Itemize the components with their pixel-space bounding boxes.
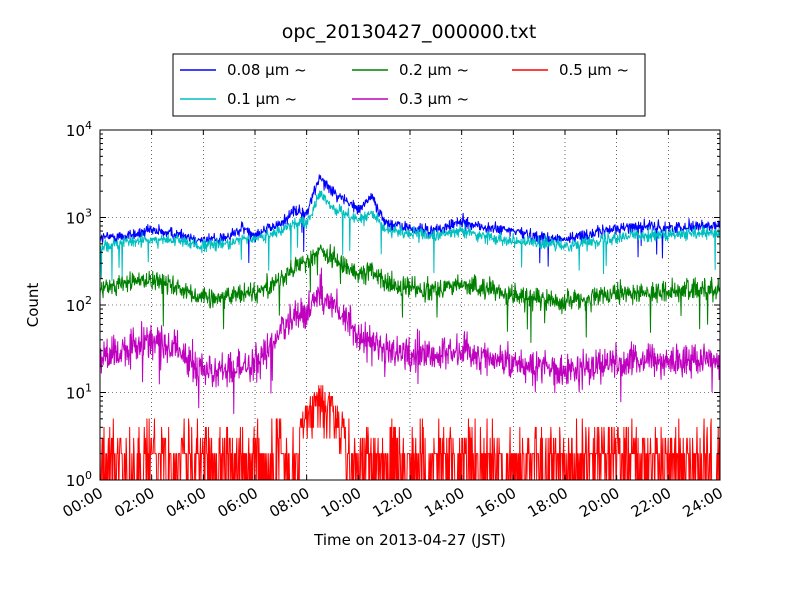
legend-label: 0.2 μm ~ bbox=[399, 61, 469, 79]
x-tick-label: 14:00 bbox=[421, 484, 467, 521]
legend-label: 0.3 μm ~ bbox=[399, 90, 469, 108]
series-group bbox=[100, 174, 720, 480]
y-tick-label: 104 bbox=[66, 119, 92, 140]
legend-label: 0.08 μm ~ bbox=[227, 61, 307, 79]
series-line bbox=[100, 174, 720, 267]
y-tick-labels: 100 101 102 103 104 bbox=[66, 119, 92, 490]
y-tick-label: 100 bbox=[66, 469, 92, 490]
x-tick-label: 12:00 bbox=[370, 484, 416, 521]
x-tick-label: 06:00 bbox=[215, 484, 261, 521]
legend: 0.08 μm ~ 0.1 μm ~ 0.2 μm ~ 0.3 μm ~ 0.5 μm … bbox=[172, 53, 646, 117]
x-tick-label: 22:00 bbox=[628, 484, 674, 521]
series-line bbox=[100, 190, 720, 281]
y-axis-label: Count bbox=[24, 283, 42, 328]
x-axis-label: Time on 2013-04-27 (JST) bbox=[313, 531, 506, 549]
legend-entries: 0.08 μm ~ 0.1 μm ~ 0.2 μm ~ 0.3 μm ~ 0.5 μm … bbox=[180, 61, 629, 108]
x-tick-label: 20:00 bbox=[576, 484, 622, 521]
x-tick-label: 02:00 bbox=[111, 484, 157, 521]
x-tick-label: 10:00 bbox=[318, 484, 364, 521]
plot-area bbox=[99, 129, 721, 481]
y-tick-label: 102 bbox=[66, 294, 92, 315]
x-tick-label: 18:00 bbox=[525, 484, 571, 521]
series-line bbox=[100, 244, 720, 343]
legend-box bbox=[172, 53, 646, 117]
legend-label: 0.5 μm ~ bbox=[559, 61, 629, 79]
x-tick-labels: 00:00 02:00 04:00 06:00 08:00 10:00 12:00 14:00… bbox=[60, 484, 726, 521]
x-tick-label: 08:00 bbox=[266, 484, 312, 521]
y-tick-label: 103 bbox=[66, 207, 92, 228]
series-line bbox=[100, 267, 720, 414]
chart-title: opc_20130427_000000.txt bbox=[282, 21, 537, 43]
ticks bbox=[99, 129, 721, 481]
legend-label: 0.1 μm ~ bbox=[227, 90, 297, 108]
y-tick-label: 101 bbox=[66, 382, 92, 403]
grid bbox=[100, 130, 720, 480]
x-tick-label: 16:00 bbox=[473, 484, 519, 521]
x-tick-label: 24:00 bbox=[680, 484, 726, 521]
series-line bbox=[100, 385, 720, 480]
x-tick-label: 04:00 bbox=[163, 484, 209, 521]
